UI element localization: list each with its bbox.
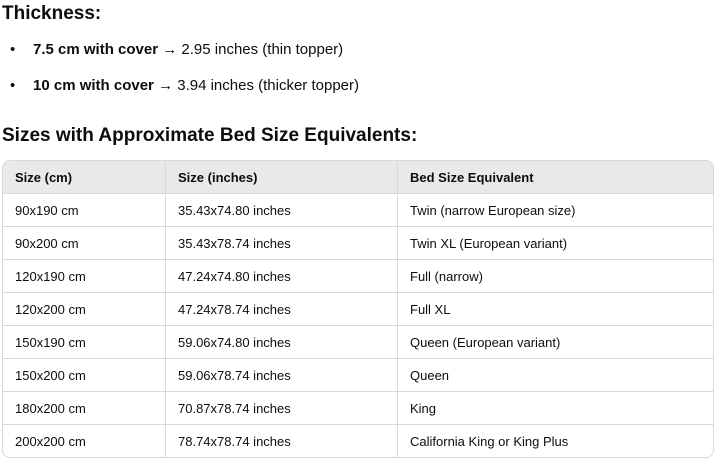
table-row: 150x200 cm 59.06x78.74 inches Queen <box>3 359 713 392</box>
table-row: 120x200 cm 47.24x78.74 inches Full XL <box>3 293 713 326</box>
table-cell: 150x200 cm <box>3 359 166 392</box>
table-cell: 47.24x78.74 inches <box>166 293 398 326</box>
table-cell: 35.43x78.74 inches <box>166 227 398 260</box>
table-cell: King <box>398 392 713 425</box>
table-cell: 150x190 cm <box>3 326 166 359</box>
table-row: 150x190 cm 59.06x74.80 inches Queen (Europ… <box>3 326 713 359</box>
table-cell: 35.43x74.80 inches <box>166 194 398 227</box>
table-cell: California King or King Plus <box>410 433 569 449</box>
table-cell: 120x190 cm <box>3 260 166 293</box>
table-header-row: Size (cm) Size (inches) Bed Size Equival… <box>3 161 713 194</box>
column-header: Size (inches) <box>166 161 398 194</box>
table-cell: 59.06x78.74 inches <box>166 359 398 392</box>
list-item: • 7.5 cm with cover → 2.95 inches (thin t… <box>10 41 344 58</box>
table-row: 180x200 cm 70.87x78.74 inches King <box>3 392 713 425</box>
list-item: • 10 cm with cover → 3.94 inches (thicker… <box>10 77 359 94</box>
table-row: 120x190 cm 47.24x74.80 inches Full (narrow… <box>3 260 713 293</box>
table-cell: Full (narrow) <box>398 260 713 293</box>
table-row: 90x190 cm 35.43x74.80 inches Twin (narrow … <box>3 194 713 227</box>
table-cell: 78.74x78.74 inches <box>166 425 398 457</box>
table-cell: 90x200 cm <box>3 227 166 260</box>
column-header: Bed Size Equivalent <box>398 161 713 194</box>
table-cell: 59.06x74.80 inches <box>166 326 398 359</box>
table-cell: 180x200 cm <box>3 392 166 425</box>
table-cell: 90x190 cm <box>3 194 166 227</box>
table-cell: Full XL <box>398 293 713 326</box>
sizes-heading: Sizes with Approximate Bed Size Equivale… <box>2 125 418 146</box>
thickness-heading: Thickness: <box>2 3 102 24</box>
table-cell: 70.87x78.74 inches <box>166 392 398 425</box>
table-cell: Twin XL (European variant) <box>398 227 713 260</box>
table-cell: Queen <box>398 359 713 392</box>
table-cell: 47.24x74.80 inches <box>166 260 398 293</box>
table-cell: 200x200 cm <box>3 425 166 457</box>
table-row: 200x200 cm 78.74x78.74 inches California K… <box>3 425 713 457</box>
table-cell: Queen (European variant) <box>398 326 713 359</box>
sizes-table: Size (cm) Size (inches) Bed Size Equival… <box>2 160 714 458</box>
table-cell: Twin (narrow European size) <box>398 194 713 227</box>
column-header: Size (cm) <box>3 161 166 194</box>
table-row: 90x200 cm 35.43x78.74 inches Twin XL (Euro… <box>3 227 713 260</box>
table-cell: 120x200 cm <box>3 293 166 326</box>
